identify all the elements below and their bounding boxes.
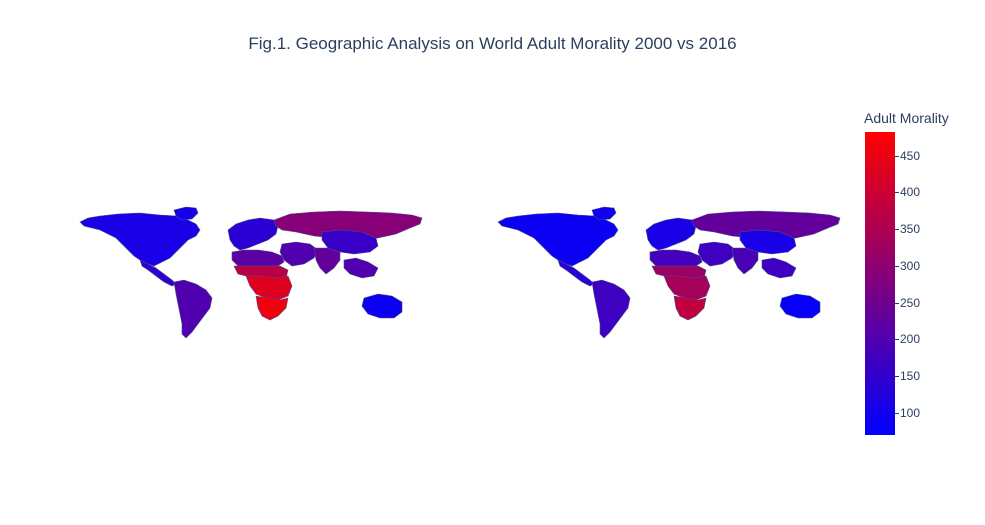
colorbar-tick-label: 150: [900, 369, 921, 384]
colorbar-tick-mark: [895, 155, 899, 157]
region-north-africa[interactable]: [231, 249, 285, 267]
colorbar-tick-label: 250: [900, 295, 921, 310]
colorbar-tick-mark: [895, 265, 899, 267]
region-russia[interactable]: [691, 210, 841, 241]
colorbar-tick-label: 400: [900, 185, 921, 200]
region-south-america[interactable]: [173, 279, 213, 339]
region-australia[interactable]: [361, 293, 403, 319]
colorbar-tick-mark: [895, 192, 899, 194]
region-greenland[interactable]: [173, 206, 199, 221]
world-map-2016[interactable]: [496, 204, 841, 342]
colorbar: [865, 132, 895, 435]
region-north-america[interactable]: [79, 212, 201, 267]
region-central-africa[interactable]: [245, 275, 293, 301]
region-north-africa[interactable]: [649, 249, 703, 267]
region-north-america[interactable]: [497, 212, 619, 267]
region-central-africa[interactable]: [663, 275, 711, 301]
region-southeast-asia[interactable]: [761, 257, 797, 279]
region-southern-africa[interactable]: [255, 295, 289, 321]
region-europe[interactable]: [227, 217, 279, 251]
region-china[interactable]: [739, 229, 797, 255]
region-middle-east[interactable]: [697, 241, 737, 267]
region-china[interactable]: [321, 229, 379, 255]
colorbar-tick-label: 100: [900, 405, 921, 420]
region-central-america[interactable]: [139, 259, 177, 287]
region-southern-africa[interactable]: [673, 295, 707, 321]
region-greenland[interactable]: [591, 206, 617, 221]
colorbar-tick-mark: [895, 339, 899, 341]
region-europe[interactable]: [645, 217, 697, 251]
colorbar-tick-mark: [895, 376, 899, 378]
region-south-asia[interactable]: [313, 247, 341, 275]
colorbar-tick-mark: [895, 229, 899, 231]
region-central-america[interactable]: [557, 259, 595, 287]
region-southeast-asia[interactable]: [343, 257, 379, 279]
colorbar-tick-label: 300: [900, 258, 921, 273]
chart-title: Fig.1. Geographic Analysis on World Adul…: [248, 34, 737, 53]
colorbar-tick-mark: [895, 412, 899, 414]
colorbar-tick-label: 350: [900, 222, 921, 237]
region-south-asia[interactable]: [731, 247, 759, 275]
colorbar-tick-mark: [895, 302, 899, 304]
region-south-america[interactable]: [591, 279, 631, 339]
colorbar-tick-label: 200: [900, 332, 921, 347]
region-russia[interactable]: [273, 210, 423, 241]
region-middle-east[interactable]: [279, 241, 319, 267]
region-australia[interactable]: [779, 293, 821, 319]
world-map-2000[interactable]: [78, 204, 423, 342]
colorbar-title: Adult Morality: [864, 110, 949, 126]
colorbar-tick-label: 450: [900, 148, 921, 163]
